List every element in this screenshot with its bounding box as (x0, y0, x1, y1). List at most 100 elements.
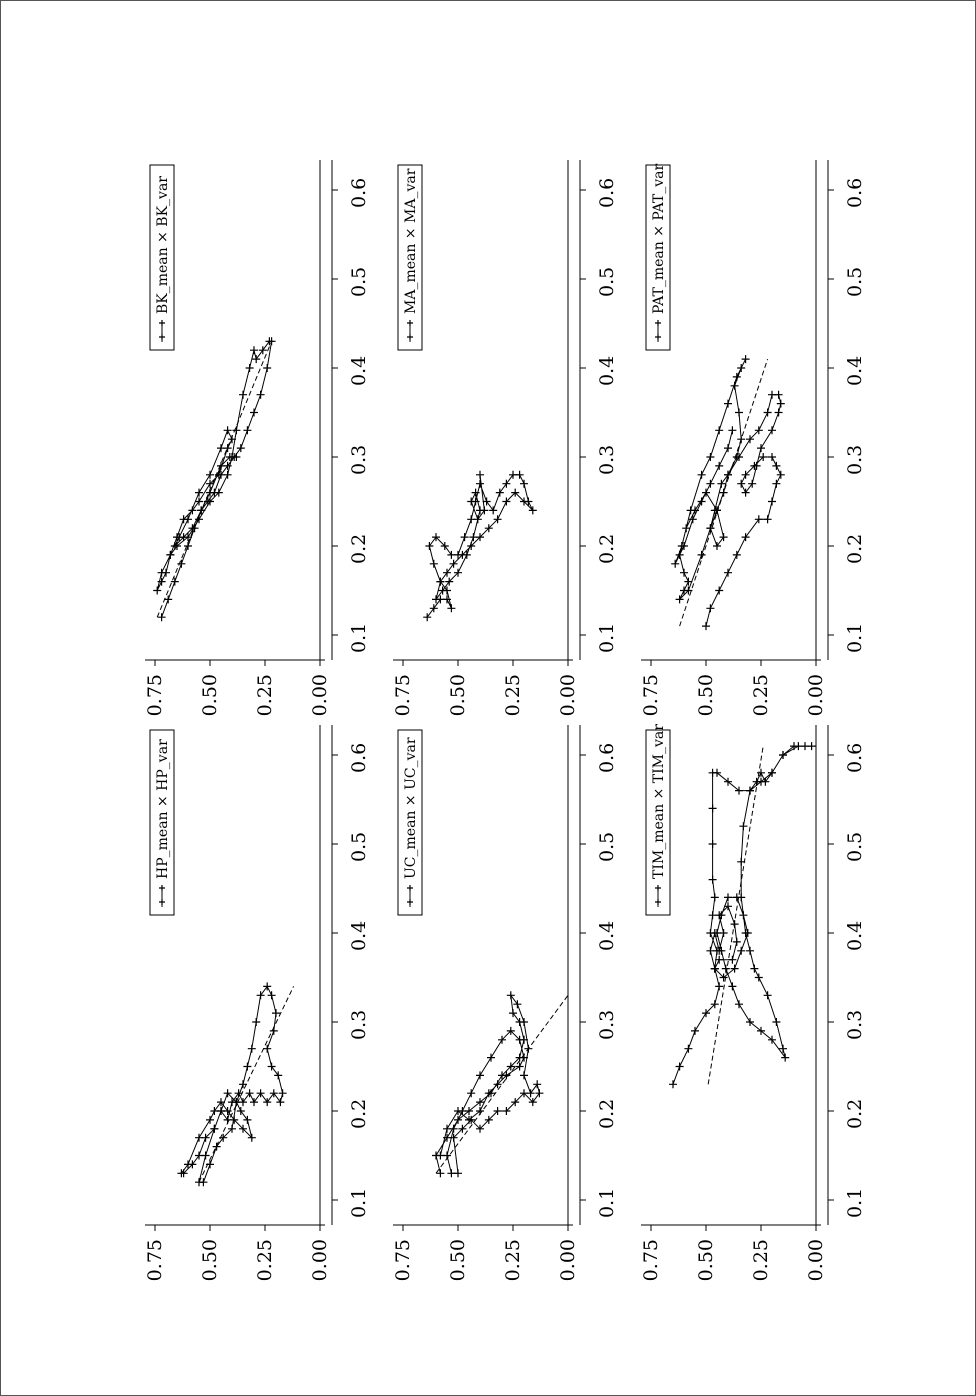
data-point (269, 1089, 278, 1098)
data-point (675, 595, 684, 604)
legend-label: UC_mean × UC_var (403, 737, 419, 879)
chart-panel: 0.00 0.25 0.50 0.75 0.1 0.2 0.3 0.4 0.5 0.6 MA_mea… (392, 160, 618, 716)
y-tick-label: 0.3 (844, 445, 866, 475)
data-point (724, 568, 732, 577)
data-point (432, 533, 440, 542)
legend: BK_mean × BK_var (149, 164, 175, 351)
y-tick-label: 0.1 (596, 623, 618, 653)
y-tick-label: 0.6 (844, 178, 866, 208)
data-point (462, 550, 471, 559)
data-point (697, 497, 706, 506)
x-tick-label: 0.25 (254, 1239, 276, 1281)
legend-box (397, 164, 423, 351)
y-tick-label: 0.2 (844, 1099, 866, 1129)
data-point (157, 613, 166, 622)
data-point (728, 982, 737, 991)
data-point (706, 946, 715, 955)
data-point (515, 1062, 524, 1071)
data-point (267, 1062, 276, 1071)
data-point (730, 964, 739, 973)
data-point (801, 742, 809, 751)
data-point (715, 911, 724, 920)
fit-line (435, 995, 569, 1174)
data-point (741, 355, 750, 364)
data-point (509, 1009, 517, 1018)
data-point (768, 426, 776, 435)
y-tick-label: 0.5 (844, 832, 866, 862)
data-point (217, 444, 225, 453)
data-point (276, 1098, 285, 1107)
legend: MA_mean × MA_var (397, 164, 423, 351)
legend-label: HP_mean × HP_var (155, 739, 171, 879)
y-tick-label: 0.1 (348, 623, 370, 653)
x-tick-label: 0.50 (199, 674, 221, 716)
data-point (272, 1009, 280, 1018)
data-point (170, 542, 179, 550)
data-point (737, 364, 746, 372)
legend-box (645, 164, 671, 351)
data-point (735, 786, 743, 795)
y-tick-label: 0.4 (596, 356, 618, 386)
data-point (675, 1062, 684, 1071)
data-point (768, 390, 776, 399)
y-tick-label: 0.5 (844, 267, 866, 297)
x-tick-label: 0.25 (750, 674, 772, 716)
x-tick-label: 0.00 (557, 1239, 579, 1281)
data-point (768, 768, 776, 777)
data-point (247, 1133, 256, 1142)
data-point (206, 1115, 214, 1124)
data-point (715, 946, 724, 955)
y-tick-label: 0.3 (596, 445, 618, 475)
data-point (429, 559, 438, 568)
data-point (449, 559, 458, 568)
data-point (511, 488, 520, 497)
data-point (230, 1115, 239, 1124)
y-tick-label: 0.2 (844, 534, 866, 564)
data-point (710, 964, 719, 973)
data-point (748, 479, 757, 488)
data-point (454, 568, 462, 577)
data-point (732, 453, 741, 461)
data-point (763, 515, 772, 524)
data-point (274, 1071, 283, 1080)
data-point (232, 453, 241, 461)
data-point (715, 461, 724, 470)
data-point (454, 1107, 462, 1115)
data-point (243, 1062, 252, 1071)
data-point (533, 1080, 542, 1089)
data-point (223, 426, 232, 435)
data-point (724, 902, 732, 911)
data-point (710, 893, 719, 902)
data-point (754, 515, 763, 524)
data-point (473, 515, 482, 524)
legend-label: PAT_mean × PAT_var (651, 164, 667, 314)
data-point (713, 542, 721, 550)
data-point (243, 426, 252, 435)
data-point (768, 1035, 776, 1044)
data-point (250, 408, 258, 417)
data-point (686, 506, 695, 515)
y-tick-label: 0.1 (844, 623, 866, 653)
x-tick-label: 0.75 (640, 1239, 662, 1281)
data-point (164, 595, 173, 604)
data-point (713, 506, 721, 515)
data-point (258, 346, 267, 355)
y-tick-label: 0.3 (348, 1010, 370, 1040)
data-point (250, 1098, 258, 1107)
chart-panel: 0.00 0.25 0.50 0.75 0.1 0.2 0.3 0.4 0.5 0.6 UC_mea… (392, 725, 618, 1281)
series-line (180, 985, 284, 1183)
data-point (680, 542, 688, 550)
data-point (476, 1098, 484, 1107)
data-point (682, 524, 691, 533)
y-tick-label: 0.5 (348, 832, 370, 862)
data-point (471, 488, 480, 497)
y-tick-label: 0.2 (596, 534, 618, 564)
y-tick-label: 0.6 (348, 178, 370, 208)
y-tick-label: 0.3 (348, 445, 370, 475)
data-point (476, 470, 484, 479)
legend-label: MA_mean × MA_var (403, 168, 419, 314)
data-point (772, 479, 781, 488)
data-point (746, 435, 754, 444)
legend-box (645, 729, 671, 916)
